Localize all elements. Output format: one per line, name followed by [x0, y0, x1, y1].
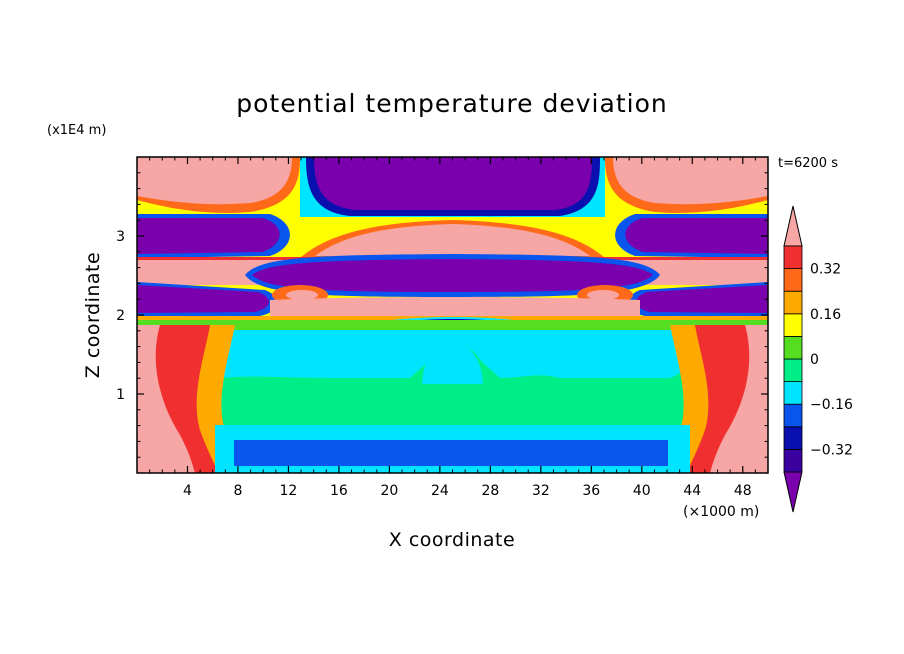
- y-axis-label: Z coordinate: [82, 252, 104, 378]
- colorbar-swatch: [783, 403, 803, 428]
- cyan-region: [200, 330, 705, 378]
- colorbar-swatch: [783, 313, 803, 337]
- colorbar-swatch: [783, 358, 803, 383]
- x-tick-label: 32: [532, 483, 550, 499]
- colorbar-label: 0.16: [810, 307, 841, 323]
- x-tick-label: 16: [330, 483, 348, 499]
- x-tick-label: 44: [683, 483, 701, 499]
- colorbar-swatch: [783, 268, 803, 292]
- left-eddy-inner: [286, 290, 318, 300]
- left-band-3: [137, 218, 280, 254]
- contour-field: [137, 157, 768, 473]
- right-band-2: [636, 285, 768, 313]
- x-tick-label: 36: [582, 483, 600, 499]
- green-transition: [137, 320, 768, 332]
- colorbar-swatch: [783, 426, 803, 450]
- left-band-2: [137, 285, 269, 313]
- x-tick-label: 24: [431, 483, 449, 499]
- center-pink-dome-inner: [315, 224, 590, 256]
- x-tick-label: 12: [280, 483, 298, 499]
- colorbar-label: 0.32: [810, 262, 841, 278]
- right-top-pink-inner: [613, 157, 768, 205]
- y-tick-label: 1: [116, 387, 125, 403]
- colorbar-label: −0.16: [810, 397, 853, 413]
- colorbar-swatch: [783, 335, 803, 360]
- center-band: [252, 259, 653, 292]
- right-band-3: [625, 218, 768, 254]
- cyan-bump: [422, 344, 483, 384]
- colorbar-swatch: [783, 290, 803, 315]
- colorbar-max-arrow: [783, 205, 803, 247]
- top-purple-cap-inner: [314, 157, 592, 210]
- colorbar-min-arrow: [783, 471, 803, 513]
- left-top-pink-inner: [137, 157, 292, 205]
- y-axis-ticks: 1 2 3: [116, 172, 768, 458]
- right-lower-pink: [710, 325, 768, 473]
- colorbar-swatch: [783, 448, 803, 473]
- chart-title: potential temperature deviation: [236, 89, 667, 118]
- colorbar-swatch: [783, 381, 803, 405]
- y-tick-label: 3: [116, 229, 125, 245]
- right-eddy-inner: [587, 290, 619, 300]
- x-tick-label: 4: [183, 483, 192, 499]
- colorbar-label: −0.32: [810, 442, 853, 458]
- y-tick-label: 2: [116, 308, 125, 324]
- x-unit-label: (×1000 m): [683, 504, 759, 520]
- x-axis-label: X coordinate: [389, 529, 515, 551]
- x-tick-label: 48: [734, 483, 752, 499]
- pink-strip-lower: [270, 297, 640, 318]
- colorbar: 0.32 0.16 0 −0.16 −0.32: [783, 205, 853, 513]
- y-unit-label: (x1E4 m): [47, 123, 106, 138]
- x-tick-label: 20: [380, 483, 398, 499]
- x-tick-label: 40: [633, 483, 651, 499]
- colorbar-label: 0: [810, 352, 819, 368]
- x-tick-label: 28: [481, 483, 499, 499]
- colorbar-swatch: [783, 245, 803, 270]
- blue-bottom-band: [234, 440, 668, 466]
- time-label: t=6200 s: [778, 156, 838, 171]
- left-lower-pink: [137, 325, 195, 473]
- x-tick-label: 8: [233, 483, 242, 499]
- x-axis-ticks: 4 8 12 16 20 24 28 32 36 40 44 48: [149, 157, 756, 499]
